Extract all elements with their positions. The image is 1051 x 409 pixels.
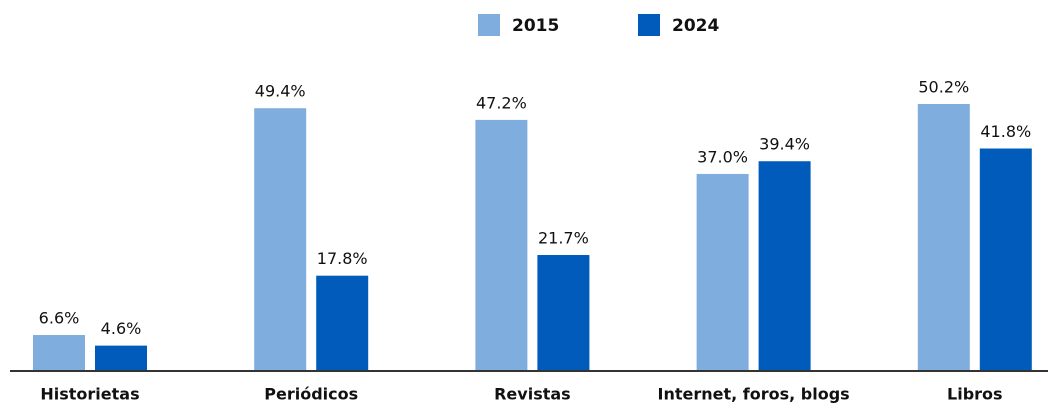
bar <box>537 255 590 370</box>
bar <box>316 275 369 370</box>
data-label: 6.6% <box>39 309 80 328</box>
bar <box>33 335 85 370</box>
bar <box>979 148 1032 370</box>
legend-label: 2024 <box>672 16 719 36</box>
bar <box>917 104 970 370</box>
data-label: 39.4% <box>759 135 810 154</box>
bar <box>95 345 147 370</box>
bar <box>758 161 811 370</box>
x-tick-label: Periódicos <box>264 385 358 404</box>
bar <box>475 119 528 370</box>
data-label: 47.2% <box>476 93 527 112</box>
data-label: 37.0% <box>697 147 748 166</box>
bar <box>696 173 749 370</box>
legend-label: 2015 <box>512 16 559 36</box>
legend-swatch <box>478 14 500 36</box>
data-label: 49.4% <box>255 82 306 101</box>
data-label: 50.2% <box>918 78 969 97</box>
data-label: 41.8% <box>980 122 1031 141</box>
data-label: 21.7% <box>538 229 589 248</box>
x-tick-label: Internet, foros, blogs <box>658 385 850 404</box>
x-tick-label: Revistas <box>494 385 571 404</box>
data-label: 4.6% <box>101 319 142 338</box>
x-tick-label: Historietas <box>40 385 139 404</box>
data-label: 17.8% <box>317 249 368 268</box>
legend-swatch <box>638 14 660 36</box>
x-tick-label: Libros <box>947 385 1003 404</box>
bar <box>254 108 307 370</box>
